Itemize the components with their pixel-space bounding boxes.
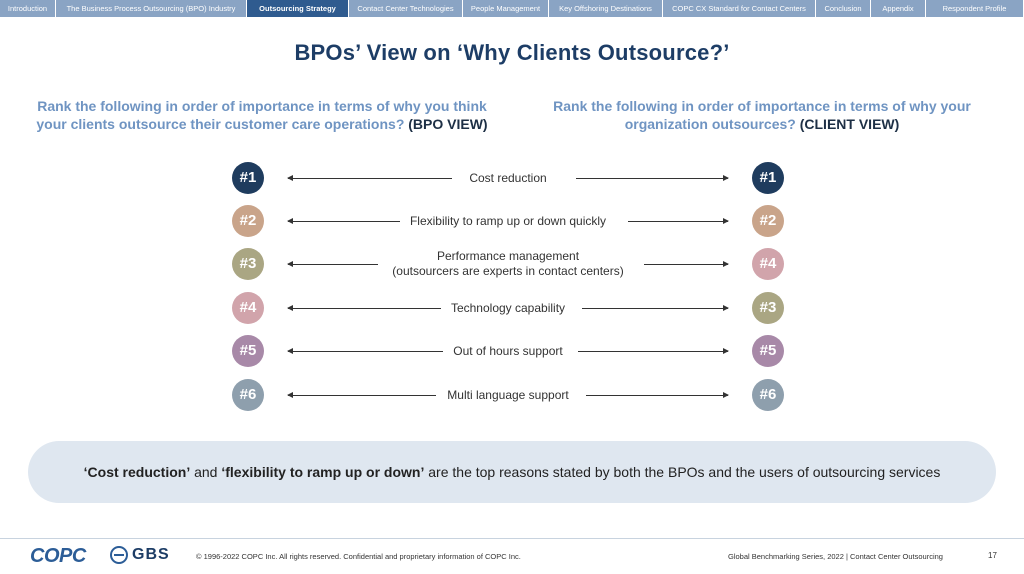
- reason-label: Performance management (outsourcers are …: [382, 249, 634, 279]
- right-arrow-icon: [586, 392, 729, 398]
- right-arrow-icon: [628, 218, 729, 224]
- nav-tab-key-offshoring-destinations[interactable]: Key Offshoring Destinations: [549, 0, 663, 17]
- copyright-notice: © 1996-2022 COPC Inc. All rights reserve…: [196, 552, 521, 561]
- client-rank-badge: #3: [752, 292, 784, 324]
- reason-label: Flexibility to ramp up or down quickly: [399, 213, 617, 229]
- page-number: 17: [988, 551, 997, 560]
- copc-logo: COPC: [30, 545, 86, 567]
- bpo-rank-badge: #2: [232, 205, 264, 237]
- bpo-rank-badge: #3: [232, 248, 264, 280]
- bpo-rank-badge: #5: [232, 335, 264, 367]
- ranking-row: #3 Performance management (outsourcers ar…: [230, 246, 786, 282]
- left-arrow-icon: [287, 348, 444, 354]
- left-arrow-icon: [287, 392, 436, 398]
- bpo-question-text: Rank the following in order of importanc…: [36, 98, 487, 132]
- left-arrow-icon: [287, 261, 378, 267]
- reason-label: Multi language support: [437, 387, 579, 403]
- page-title: BPOs’ View on ‘Why Clients Outsource?’: [294, 40, 730, 65]
- left-arrow-icon: [287, 305, 444, 311]
- bpo-rank-badge: #4: [232, 292, 264, 324]
- right-arrow-icon: [578, 348, 729, 354]
- ranking-row: #2 Flexibility to ramp up or down quickly…: [230, 203, 786, 239]
- client-rank-badge: #5: [752, 335, 784, 367]
- reason-label: Technology capability: [440, 300, 576, 316]
- client-rank-badge: #6: [752, 379, 784, 411]
- reason-label: Out of hours support: [443, 343, 573, 359]
- nav-tab-contact-center-technologies[interactable]: Contact Center Technologies: [349, 0, 463, 17]
- summary-banner: ‘Cost reduction’ and ‘flexibility to ram…: [28, 441, 996, 503]
- ranking-row: #6 Multi language support #6: [230, 377, 786, 413]
- ranking-row: #4 Technology capability #3: [230, 290, 786, 326]
- client-rank-badge: #2: [752, 205, 784, 237]
- left-arrow-icon: [287, 175, 452, 181]
- gbs-logo: GBS: [110, 546, 170, 564]
- nav-tab-appendix[interactable]: Appendix: [871, 0, 926, 17]
- client-question-text: Rank the following in order of importanc…: [553, 98, 971, 132]
- right-arrow-icon: [644, 261, 729, 267]
- client-view-question: Rank the following in order of importanc…: [527, 97, 997, 133]
- summary-highlight-flexibility: ‘flexibility to ramp up or down’: [221, 464, 425, 480]
- nav-tab-introduction[interactable]: Introduction: [0, 0, 56, 17]
- nav-tab-copc-cx-standard-for-contact-centers[interactable]: COPC CX Standard for Contact Centers: [663, 0, 816, 17]
- nav-tab-outsourcing-strategy[interactable]: Outsourcing Strategy: [247, 0, 349, 17]
- ranking-row: #5 Out of hours support #5: [230, 333, 786, 369]
- summary-highlight-cost: ‘Cost reduction’: [83, 464, 191, 480]
- client-view-label: (CLIENT VIEW): [799, 116, 900, 132]
- nav-tab-the-business-process-outsourcing-bpo-industry[interactable]: The Business Process Outsourcing (BPO) I…: [56, 0, 247, 17]
- client-rank-badge: #1: [752, 162, 784, 194]
- summary-rest: are the top reasons stated by both the B…: [424, 464, 941, 480]
- left-arrow-icon: [287, 218, 406, 224]
- gbs-logo-text: GBS: [132, 546, 170, 563]
- series-label: Global Benchmarking Series, 2022 | Conta…: [728, 552, 943, 561]
- ranking-row: #1 Cost reduction #1: [230, 160, 786, 196]
- top-navigation: Introduction The Business Process Outsour…: [0, 0, 1024, 17]
- client-rank-badge: #4: [752, 248, 784, 280]
- reason-label: Cost reduction: [459, 170, 557, 186]
- right-arrow-icon: [582, 305, 729, 311]
- nav-tab-respondent-profile[interactable]: Respondent Profile: [926, 0, 1024, 17]
- nav-tab-people-management[interactable]: People Management: [463, 0, 549, 17]
- bpo-view-question: Rank the following in order of importanc…: [27, 97, 497, 133]
- summary-joiner: and: [190, 464, 222, 480]
- bpo-rank-badge: #1: [232, 162, 264, 194]
- nav-tab-conclusion[interactable]: Conclusion: [816, 0, 871, 17]
- right-arrow-icon: [576, 175, 729, 181]
- bpo-view-label: (BPO VIEW): [408, 116, 488, 132]
- bpo-rank-badge: #6: [232, 379, 264, 411]
- footer-divider: [0, 538, 1024, 539]
- globe-icon: [110, 546, 128, 564]
